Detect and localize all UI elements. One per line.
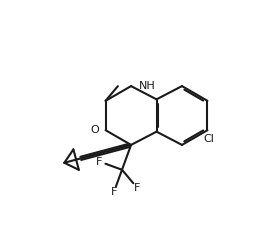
Text: F: F [134,183,141,193]
Text: F: F [111,187,117,198]
Text: F: F [96,157,102,167]
Text: NH: NH [138,81,155,91]
Text: Cl: Cl [203,134,214,144]
Text: O: O [90,125,99,135]
